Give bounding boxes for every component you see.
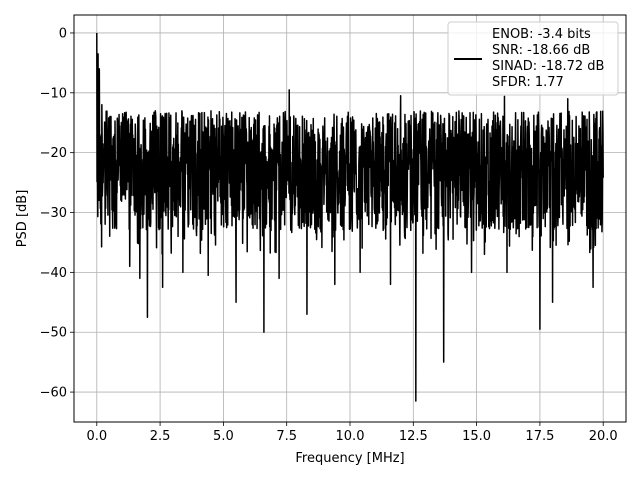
x-tick-label: 20.0 [589, 429, 618, 444]
y-tick-label: −10 [40, 86, 67, 101]
x-tick-label: 7.5 [276, 429, 297, 444]
y-tick-label: −30 [40, 206, 67, 221]
x-tick-label: 2.5 [150, 429, 171, 444]
legend: ENOB: -3.4 bits SNR: -18.66 dB SINAD: -1… [447, 21, 619, 96]
y-tick-label: −50 [40, 326, 67, 341]
y-tick-label: −20 [40, 146, 67, 161]
x-tick-label: 0.0 [86, 429, 107, 444]
y-tick-label: −60 [40, 386, 67, 401]
y-tick-label: 0 [59, 26, 67, 41]
x-tick-label: 10.0 [336, 429, 365, 444]
legend-sfdr: SFDR: 1.77 [492, 75, 564, 90]
legend-enob: ENOB: -3.4 bits [492, 27, 591, 42]
legend-snr: SNR: -18.66 dB [492, 43, 590, 58]
x-tick-label: 17.5 [525, 429, 554, 444]
x-tick-label: 15.0 [462, 429, 491, 444]
legend-sinad: SINAD: -18.72 dB [492, 59, 604, 74]
legend-box [447, 21, 619, 96]
x-tick-label: 12.5 [399, 429, 428, 444]
psd-series-line [96, 32, 604, 402]
x-tick-label: 5.0 [213, 429, 234, 444]
y-axis-label: PSD [dB] [15, 190, 30, 248]
axis-ticks: 0.0 2.5 5.0 7.5 10.0 12.5 15.0 17.5 20.0 0 −10 −20 −… [40, 26, 618, 444]
x-axis-label: Frequency [MHz] [295, 451, 404, 466]
plot-area [96, 32, 604, 402]
y-tick-label: −40 [40, 266, 67, 281]
